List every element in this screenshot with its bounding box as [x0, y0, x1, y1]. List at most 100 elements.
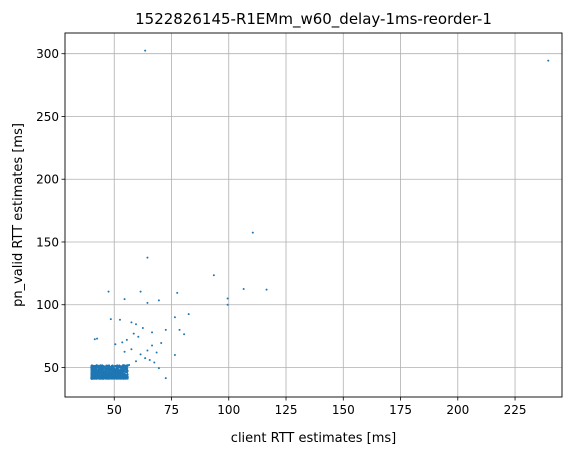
- data-point: [104, 365, 106, 368]
- data-point: [113, 372, 116, 375]
- data-points: [90, 49, 550, 380]
- data-point: [111, 372, 114, 375]
- data-point: [144, 49, 147, 52]
- data-point: [137, 335, 140, 338]
- data-point: [99, 377, 102, 379]
- data-point: [118, 372, 121, 375]
- data-point: [146, 301, 149, 304]
- data-point: [130, 348, 133, 351]
- data-point: [92, 370, 95, 373]
- data-point: [135, 323, 137, 326]
- data-point: [105, 367, 108, 370]
- data-point: [97, 375, 100, 378]
- chart-title: 1522826145-R1EMm_w60_delay-1ms-reorder-1: [135, 10, 492, 29]
- data-point: [102, 374, 105, 377]
- data-point: [164, 328, 167, 331]
- data-point: [132, 332, 135, 335]
- data-point: [119, 369, 122, 372]
- data-point: [107, 290, 110, 293]
- data-point: [160, 342, 163, 345]
- data-point: [121, 341, 124, 344]
- data-point: [107, 377, 110, 380]
- data-point: [176, 291, 179, 294]
- data-point: [109, 377, 112, 379]
- data-point: [120, 373, 123, 376]
- data-point: [212, 274, 215, 277]
- data-point: [107, 370, 110, 373]
- data-point: [107, 364, 109, 367]
- data-point: [148, 358, 151, 361]
- data-point: [110, 371, 113, 373]
- data-point: [115, 373, 118, 376]
- data-point: [109, 371, 112, 374]
- data-point: [99, 364, 102, 367]
- data-point: [91, 373, 94, 376]
- data-point: [111, 367, 113, 370]
- data-point: [125, 338, 128, 341]
- data-point: [112, 366, 115, 369]
- data-point: [101, 377, 103, 380]
- data-point: [125, 376, 128, 379]
- data-point: [115, 364, 118, 367]
- data-point: [105, 370, 108, 373]
- data-point: [146, 349, 149, 352]
- data-point: [187, 313, 190, 316]
- data-point: [120, 371, 123, 374]
- data-point: [114, 343, 117, 346]
- data-point: [547, 59, 550, 62]
- y-tick-label: 150: [36, 235, 59, 249]
- data-point: [128, 363, 131, 366]
- data-point: [123, 298, 126, 301]
- data-point: [110, 373, 112, 376]
- data-point: [124, 374, 127, 377]
- data-point: [141, 326, 144, 329]
- data-point: [111, 364, 114, 367]
- data-point: [93, 371, 96, 374]
- gridlines: [65, 33, 562, 397]
- data-point: [98, 374, 101, 376]
- data-point: [90, 368, 93, 371]
- data-point: [153, 361, 156, 364]
- data-point: [92, 367, 95, 370]
- data-point: [121, 367, 124, 370]
- data-point: [114, 375, 117, 377]
- data-point: [103, 370, 105, 373]
- data-point: [114, 377, 117, 380]
- data-point: [94, 366, 97, 369]
- data-point: [123, 350, 126, 353]
- data-point: [226, 297, 229, 300]
- data-point: [97, 365, 100, 368]
- data-point: [116, 369, 119, 372]
- data-point: [265, 288, 268, 291]
- x-tick-label: 200: [446, 403, 469, 417]
- data-point: [115, 371, 118, 374]
- data-point: [146, 256, 149, 259]
- data-point: [123, 375, 126, 378]
- data-point: [157, 367, 160, 370]
- data-point: [96, 337, 99, 340]
- data-point: [173, 316, 176, 319]
- data-point: [151, 331, 154, 334]
- data-point: [242, 288, 245, 291]
- data-point: [117, 367, 120, 370]
- data-point: [102, 367, 105, 369]
- data-point: [135, 360, 137, 363]
- data-point: [109, 368, 111, 370]
- plot-frame: [64, 32, 563, 398]
- data-point: [95, 377, 98, 380]
- data-point: [155, 351, 158, 354]
- data-point: [105, 375, 108, 378]
- y-tick-label: 50: [44, 361, 59, 375]
- data-point: [164, 377, 167, 380]
- data-point: [93, 375, 96, 378]
- data-point: [90, 365, 93, 368]
- data-point: [117, 374, 120, 376]
- data-point: [95, 373, 98, 375]
- x-axis-label: client RTT estimates [ms]: [231, 431, 396, 446]
- data-point: [120, 376, 123, 379]
- data-point: [124, 377, 127, 380]
- data-point: [125, 369, 128, 371]
- data-point: [103, 376, 106, 378]
